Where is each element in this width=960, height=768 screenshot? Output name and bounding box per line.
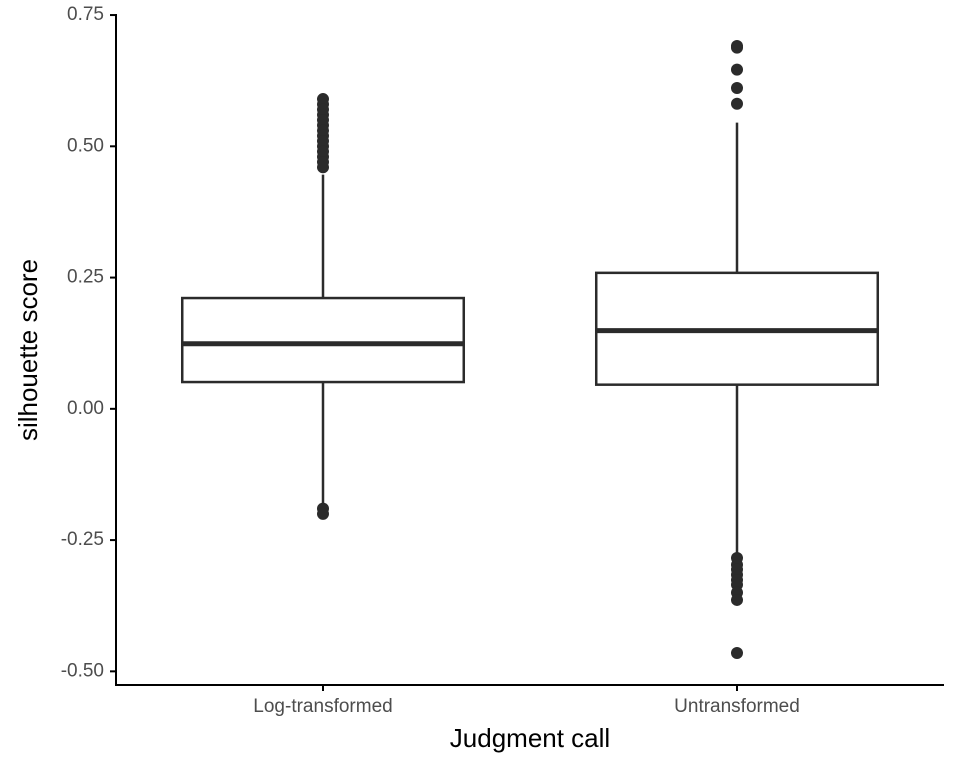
y-tick-label: -0.50 <box>61 660 104 681</box>
y-tick-label: 0.75 <box>67 4 104 25</box>
x-tick-label: Untransformed <box>674 696 800 717</box>
box <box>180 296 466 384</box>
y-axis-title: silhouette score <box>13 259 43 441</box>
outlier <box>731 63 743 76</box>
outlier <box>731 646 743 659</box>
x-tick-label: Log-transformed <box>253 696 392 717</box>
y-tick-label: 0.25 <box>67 267 104 288</box>
outlier <box>731 41 743 54</box>
y-tick-label: -0.25 <box>61 529 104 550</box>
x-axis-title: Judgment call <box>450 723 610 753</box>
y-tick-label: 0.50 <box>67 135 104 156</box>
outlier <box>317 507 329 520</box>
outlier <box>731 97 743 110</box>
y-tick-label: 0.00 <box>67 398 104 419</box>
outlier <box>731 593 743 606</box>
outlier <box>731 82 743 95</box>
outlier <box>317 161 329 174</box>
